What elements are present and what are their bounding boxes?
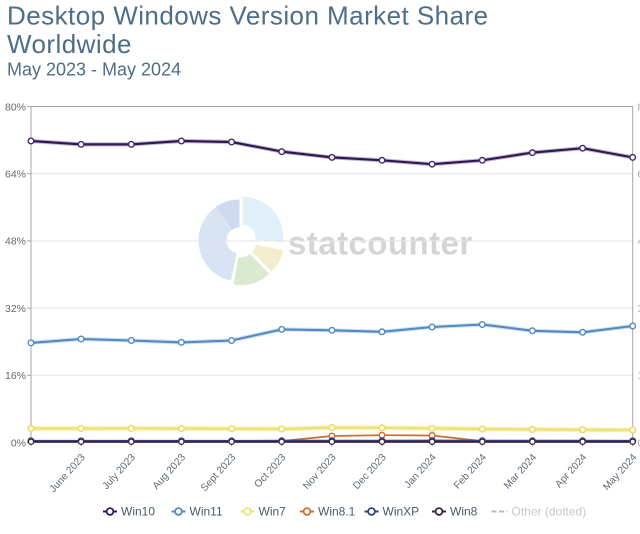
svg-text:32%: 32% — [5, 303, 26, 315]
svg-text:Win11: Win11 — [190, 505, 223, 519]
svg-text:WinXP: WinXP — [383, 505, 420, 519]
svg-text:0%: 0% — [11, 437, 26, 449]
svg-text:16%: 16% — [5, 370, 26, 382]
svg-text:Worldwide: Worldwide — [7, 29, 132, 59]
svg-text:Win8: Win8 — [450, 505, 478, 519]
svg-text:64%: 64% — [5, 169, 26, 181]
svg-text:80%: 80% — [5, 101, 26, 113]
svg-text:48%: 48% — [5, 236, 26, 248]
svg-text:May 2023 - May 2024: May 2023 - May 2024 — [7, 59, 181, 79]
svg-text:Other (dotted): Other (dotted) — [512, 505, 587, 519]
svg-text:statcounter: statcounter — [288, 225, 473, 262]
svg-text:Desktop Windows Version Market: Desktop Windows Version Market Share — [7, 0, 489, 30]
svg-text:Win7: Win7 — [259, 505, 287, 519]
svg-text:Win8.1: Win8.1 — [318, 505, 356, 519]
svg-text:Win10: Win10 — [121, 505, 155, 519]
